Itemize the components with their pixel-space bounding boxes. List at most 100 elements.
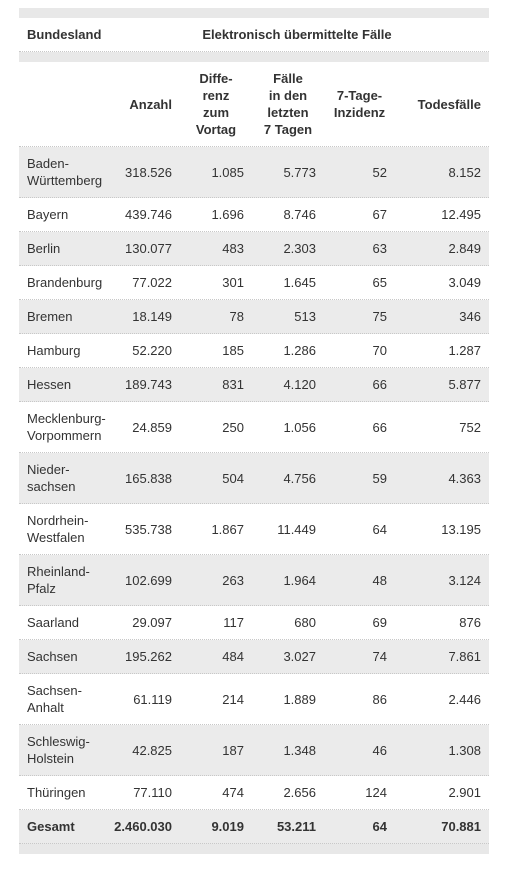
cell-value: Todesfälle <box>417 96 481 112</box>
cell-value: 4.120 <box>283 377 316 392</box>
cell-value: 189.743 <box>125 377 172 392</box>
cell-value: 59 <box>372 470 387 486</box>
cell-value: 70 <box>372 343 387 358</box>
data-row: Schleswig- Holstein 42.825 187 1.348 46 1.308 <box>19 725 489 776</box>
row-label <box>19 62 105 146</box>
cell-value: 1.085 <box>211 164 244 180</box>
cell-value: 484 <box>222 649 244 664</box>
cell-value: Diffe- renz zum Vortag <box>195 71 237 137</box>
cell-value: 2.303 <box>283 241 316 256</box>
row-label: Gesamt <box>27 819 75 834</box>
cell-value: 1.889 <box>283 691 316 707</box>
cell-value: 66 <box>372 377 387 392</box>
cell-value: 86 <box>372 691 387 707</box>
cell-value: 24.859 <box>132 419 172 435</box>
cell-value: 504 <box>222 470 244 486</box>
row-label: Brandenburg <box>27 275 103 290</box>
data-row: Hessen 189.743 831 4.120 66 5.877 <box>19 368 489 402</box>
cell-value: 513 <box>294 309 316 324</box>
cell-value: 8.746 <box>283 207 316 222</box>
cell-value: 5.877 <box>448 377 481 392</box>
cell-value: 61.119 <box>133 691 172 707</box>
cell-value: 1.867 <box>211 521 244 537</box>
data-row: Saarland 29.097 117 680 69 876 <box>19 606 489 640</box>
cell-value: 4.756 <box>283 470 316 486</box>
table: Bundesland Elektronisch übermittelte Fäl… <box>19 8 489 854</box>
cell-value: 67 <box>372 207 387 222</box>
data-row: Berlin 130.077 483 2.303 63 2.849 <box>19 232 489 266</box>
cell-value: 318.526 <box>125 164 172 180</box>
group-header: Elektronisch übermittelte Fälle <box>202 27 392 42</box>
cell-value: 66 <box>372 419 387 435</box>
row-label: Thüringen <box>27 785 86 800</box>
row-label: Nieder- sachsen <box>27 462 76 494</box>
cell-value: 9.019 <box>211 819 244 834</box>
cell-value: 3.049 <box>448 275 481 290</box>
data-row: Baden- Württemberg 318.526 1.085 5.773 52 8.1… <box>19 147 489 198</box>
row-label: Sachsen <box>27 649 78 664</box>
top-band <box>19 8 489 18</box>
cell-value: 1.696 <box>211 207 244 222</box>
cell-value: 1.286 <box>283 343 316 358</box>
cell-value: 4.363 <box>448 470 481 486</box>
cell-value: 48 <box>372 572 387 588</box>
row-label: Rheinland- Pfalz <box>27 564 90 596</box>
cell-value: 13.195 <box>441 521 481 537</box>
row-label: Sachsen- Anhalt <box>27 683 82 715</box>
cell-value: 876 <box>459 615 481 630</box>
cell-value: 46 <box>372 742 387 758</box>
cell-value: 102.699 <box>125 572 172 588</box>
table-body: Anzahl Diffe- renz zum Vortag Fälle in den… <box>19 62 489 844</box>
cell-value: Anzahl <box>129 96 172 112</box>
cell-value: 1.964 <box>283 572 316 588</box>
cell-value: 78 <box>229 309 244 324</box>
data-row: Rheinland- Pfalz 102.699 263 1.964 48 3.124 <box>19 555 489 606</box>
row-label: Baden- Württemberg <box>27 156 103 188</box>
cell-value: 263 <box>222 572 244 588</box>
cell-value: 77.110 <box>133 785 172 800</box>
cell-value: 301 <box>222 275 244 290</box>
cell-value: 250 <box>222 419 244 435</box>
data-row: Thüringen 77.110 474 2.656 124 2.901 <box>19 776 489 810</box>
cell-value: 2.460.030 <box>114 819 172 834</box>
cell-value: 117 <box>223 615 244 630</box>
cell-value: 53.211 <box>276 819 316 834</box>
cell-value: 439.746 <box>125 207 172 222</box>
cell-value: 831 <box>222 377 244 392</box>
cell-value: 52.220 <box>132 343 172 358</box>
row-label: Berlin <box>27 241 61 256</box>
row-label: Saarland <box>27 615 80 630</box>
cell-value: 195.262 <box>125 649 172 664</box>
cell-value: 64 <box>372 819 387 834</box>
row-label: Schleswig- Holstein <box>27 734 90 766</box>
cell-value: 70.881 <box>441 819 481 834</box>
cell-value: 2.446 <box>448 691 481 707</box>
cell-value: 187 <box>222 742 244 758</box>
row-label: Bremen <box>27 309 73 324</box>
cell-value: 2.849 <box>448 241 481 256</box>
cell-value: 52 <box>372 164 387 180</box>
cell-value: 69 <box>372 615 387 630</box>
cell-value: 11.449 <box>277 521 316 537</box>
row-label: Hamburg <box>27 343 81 358</box>
header-cell: Bundesland <box>27 27 102 42</box>
data-row: Nordrhein- Westfalen 535.738 1.867 11.449 64… <box>19 504 489 555</box>
row-label: Nordrhein- Westfalen <box>27 513 89 545</box>
data-row: Sachsen- Anhalt 61.119 214 1.889 86 2.446 <box>19 674 489 725</box>
bottom-band <box>19 844 489 854</box>
cell-value: 474 <box>222 785 244 800</box>
total-row: Gesamt 2.460.030 9.019 53.211 64 70.881 <box>19 810 489 844</box>
cell-value: 74 <box>372 649 387 664</box>
column-header-row: Anzahl Diffe- renz zum Vortag Fälle in den… <box>19 62 489 147</box>
cell-value: 8.152 <box>448 164 481 180</box>
cell-value: 7.861 <box>448 649 481 664</box>
cell-value: 165.838 <box>125 470 172 486</box>
cell-value: 124 <box>365 785 387 800</box>
cell-value: 1.287 <box>448 343 481 358</box>
cell-value: 2.901 <box>448 785 481 800</box>
cell-value: 346 <box>459 309 481 324</box>
cell-value: 7-Tage- Inzidenz <box>333 88 386 120</box>
cell-value: 752 <box>459 419 481 435</box>
cell-value: 64 <box>372 521 387 537</box>
